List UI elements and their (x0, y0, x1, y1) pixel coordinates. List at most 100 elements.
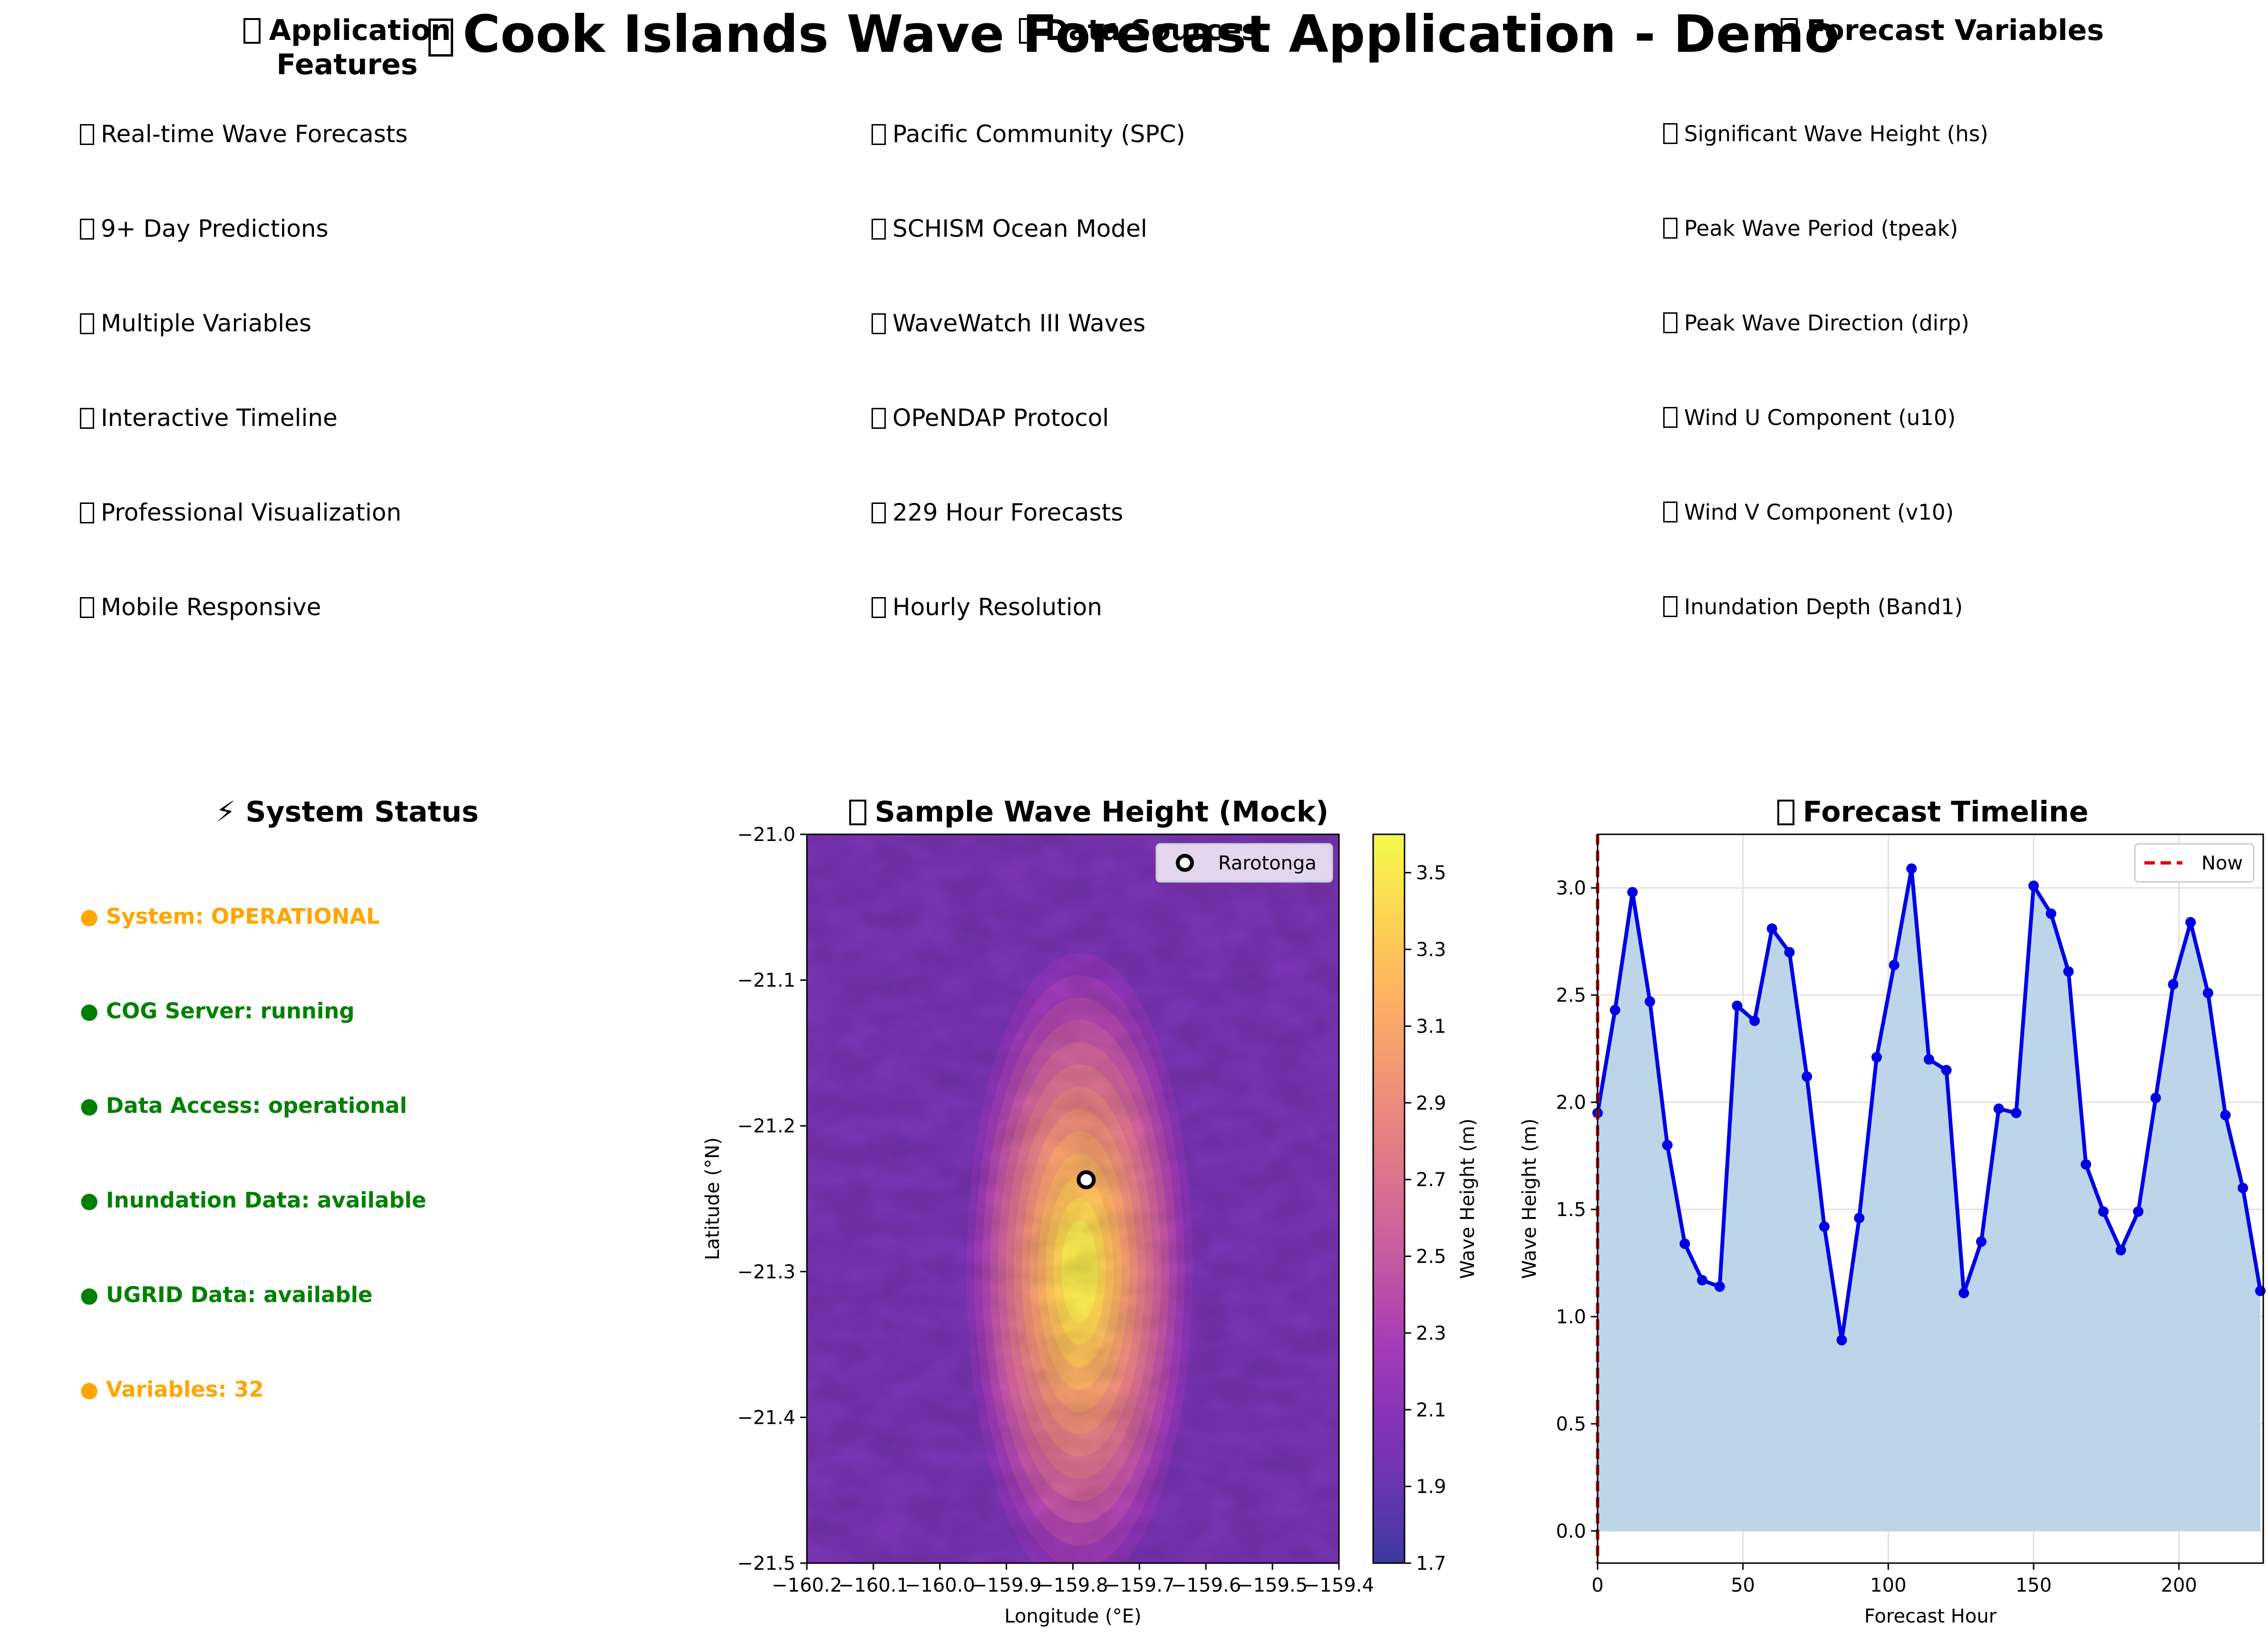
colorbar-tick-label: 2.3 (1416, 1323, 1446, 1344)
x-axis-label: Longitude (°E) (1004, 1605, 1141, 1627)
status-item-variables: ● Variables: 32 (80, 1377, 264, 1402)
status-item-system: ● System: OPERATIONAL (80, 904, 380, 929)
data-point (2238, 1182, 2249, 1193)
data-point (1645, 996, 1656, 1007)
data-point (1697, 1275, 1708, 1285)
legend-label: Rarotonga (1218, 852, 1317, 874)
data-point (1958, 1287, 1969, 1298)
status-item-data-access: ● Data Access: operational (80, 1093, 407, 1118)
data-point (2115, 1245, 2126, 1256)
missing-glyph-icon (1663, 502, 1677, 522)
legend-box (2134, 843, 2255, 883)
field-texture (807, 834, 1339, 1563)
colorbar-tick-label: 2.1 (1416, 1399, 1446, 1421)
x-axis-label: Forecast Hour (1864, 1605, 1997, 1627)
data-point (1836, 1335, 1847, 1346)
data-source-item: 229 Hour Forecasts (872, 498, 1123, 527)
y-axis-label: Wave Height (m) (1519, 1119, 1541, 1279)
data-point (2133, 1206, 2144, 1217)
x-tick-label: −160.0 (905, 1575, 975, 1596)
variable-item: Wind U Component (u10) (1663, 404, 1956, 432)
y-tick-label: −21.3 (737, 1261, 795, 1283)
x-tick-label: 0 (1591, 1575, 1603, 1596)
y-tick-label: 1.5 (1556, 1199, 1586, 1221)
y-tick-label: 0.0 (1556, 1520, 1586, 1542)
missing-glyph-icon (428, 19, 454, 57)
data-point (1993, 1103, 2004, 1114)
missing-glyph-icon (872, 219, 886, 240)
y-tick-label: −21.1 (737, 970, 795, 992)
y-tick-label: 0.5 (1556, 1413, 1586, 1435)
wave-height-map-title: Sample Wave Height (Mock) (780, 795, 1398, 829)
colorbar-tick-label: 2.5 (1416, 1246, 1446, 1268)
missing-glyph-icon (80, 124, 94, 145)
timeline-frame (1597, 833, 2264, 1564)
variable-item: Peak Wave Period (tpeak) (1663, 214, 1958, 243)
data-point (2220, 1110, 2231, 1121)
x-tick-label: −159.8 (1037, 1575, 1108, 1596)
data-point (2011, 1108, 2022, 1119)
missing-glyph-icon (1777, 800, 1794, 825)
variable-item: Significant Wave Height (hs) (1663, 120, 1988, 148)
legend-box (1155, 843, 1333, 883)
x-tick-label: −160.1 (838, 1575, 909, 1596)
y-axis-label: Latitude (°N) (702, 1137, 724, 1260)
missing-glyph-icon (80, 597, 94, 618)
data-sources-title: Data Sources (1010, 13, 1267, 48)
data-point (1871, 1052, 1882, 1063)
data-point (1732, 1000, 1743, 1011)
missing-glyph-icon (1019, 18, 1037, 44)
feature-item: Real-time Wave Forecasts (80, 120, 407, 148)
variable-item: Peak Wave Direction (dirp) (1663, 309, 1969, 338)
data-source-item: WaveWatch III Waves (872, 309, 1145, 338)
feature-item: Multiple Variables (80, 309, 311, 338)
data-point (1714, 1281, 1725, 1292)
missing-glyph-icon (872, 408, 886, 429)
missing-glyph-icon (80, 502, 94, 523)
colorbar-tick-label: 2.7 (1416, 1169, 1446, 1191)
data-point (2063, 966, 2074, 977)
missing-glyph-icon (1663, 407, 1677, 428)
data-point (1923, 1054, 1934, 1065)
data-point (1906, 863, 1917, 874)
legend-marker-icon (1176, 854, 1194, 872)
missing-glyph-icon (80, 219, 94, 240)
wave-height-field (807, 834, 1339, 1563)
missing-glyph-icon (80, 408, 94, 429)
y-tick-label: 2.5 (1556, 985, 1586, 1006)
data-point (1679, 1238, 1690, 1249)
y-tick-label: 3.0 (1556, 878, 1586, 899)
x-tick-label: 200 (2161, 1575, 2197, 1596)
status-item-ugrid: ● UGRID Data: available (80, 1282, 373, 1307)
status-item-inundation: ● Inundation Data: available (80, 1188, 426, 1213)
data-point (1941, 1064, 1952, 1075)
page-title: Cook Islands Wave Forecast Application -… (0, 4, 2268, 66)
forecast-timeline-title: Forecast Timeline (1598, 795, 2268, 829)
data-point (2185, 917, 2196, 928)
colorbar-tick-label: 2.9 (1416, 1092, 1446, 1114)
variable-item: Inundation Depth (Band1) (1663, 593, 1963, 621)
y-tick-label: −21.5 (737, 1553, 795, 1575)
data-point (1819, 1221, 1830, 1232)
colorbar-tick-label: 3.5 (1416, 862, 1446, 884)
status-item-cog-server: ● COG Server: running (80, 998, 355, 1024)
data-point (1976, 1236, 1987, 1247)
features-title: Application Features (169, 13, 525, 82)
x-tick-label: −159.7 (1104, 1575, 1174, 1596)
data-point (1662, 1140, 1673, 1150)
y-tick-label: −21.2 (737, 1115, 795, 1137)
data-point (1609, 1005, 1620, 1015)
missing-glyph-icon (1663, 312, 1677, 333)
missing-glyph-icon (872, 313, 886, 334)
data-source-item: Hourly Resolution (872, 593, 1102, 621)
colorbar-tick-label: 1.7 (1416, 1553, 1446, 1575)
feature-item: Mobile Responsive (80, 593, 321, 621)
x-tick-label: −159.4 (1304, 1575, 1374, 1596)
x-tick-label: 150 (2016, 1575, 2052, 1596)
data-point (1784, 947, 1795, 957)
missing-glyph-icon (1663, 218, 1677, 239)
data-point (2255, 1285, 2266, 1296)
legend-label: Now (2201, 852, 2243, 874)
